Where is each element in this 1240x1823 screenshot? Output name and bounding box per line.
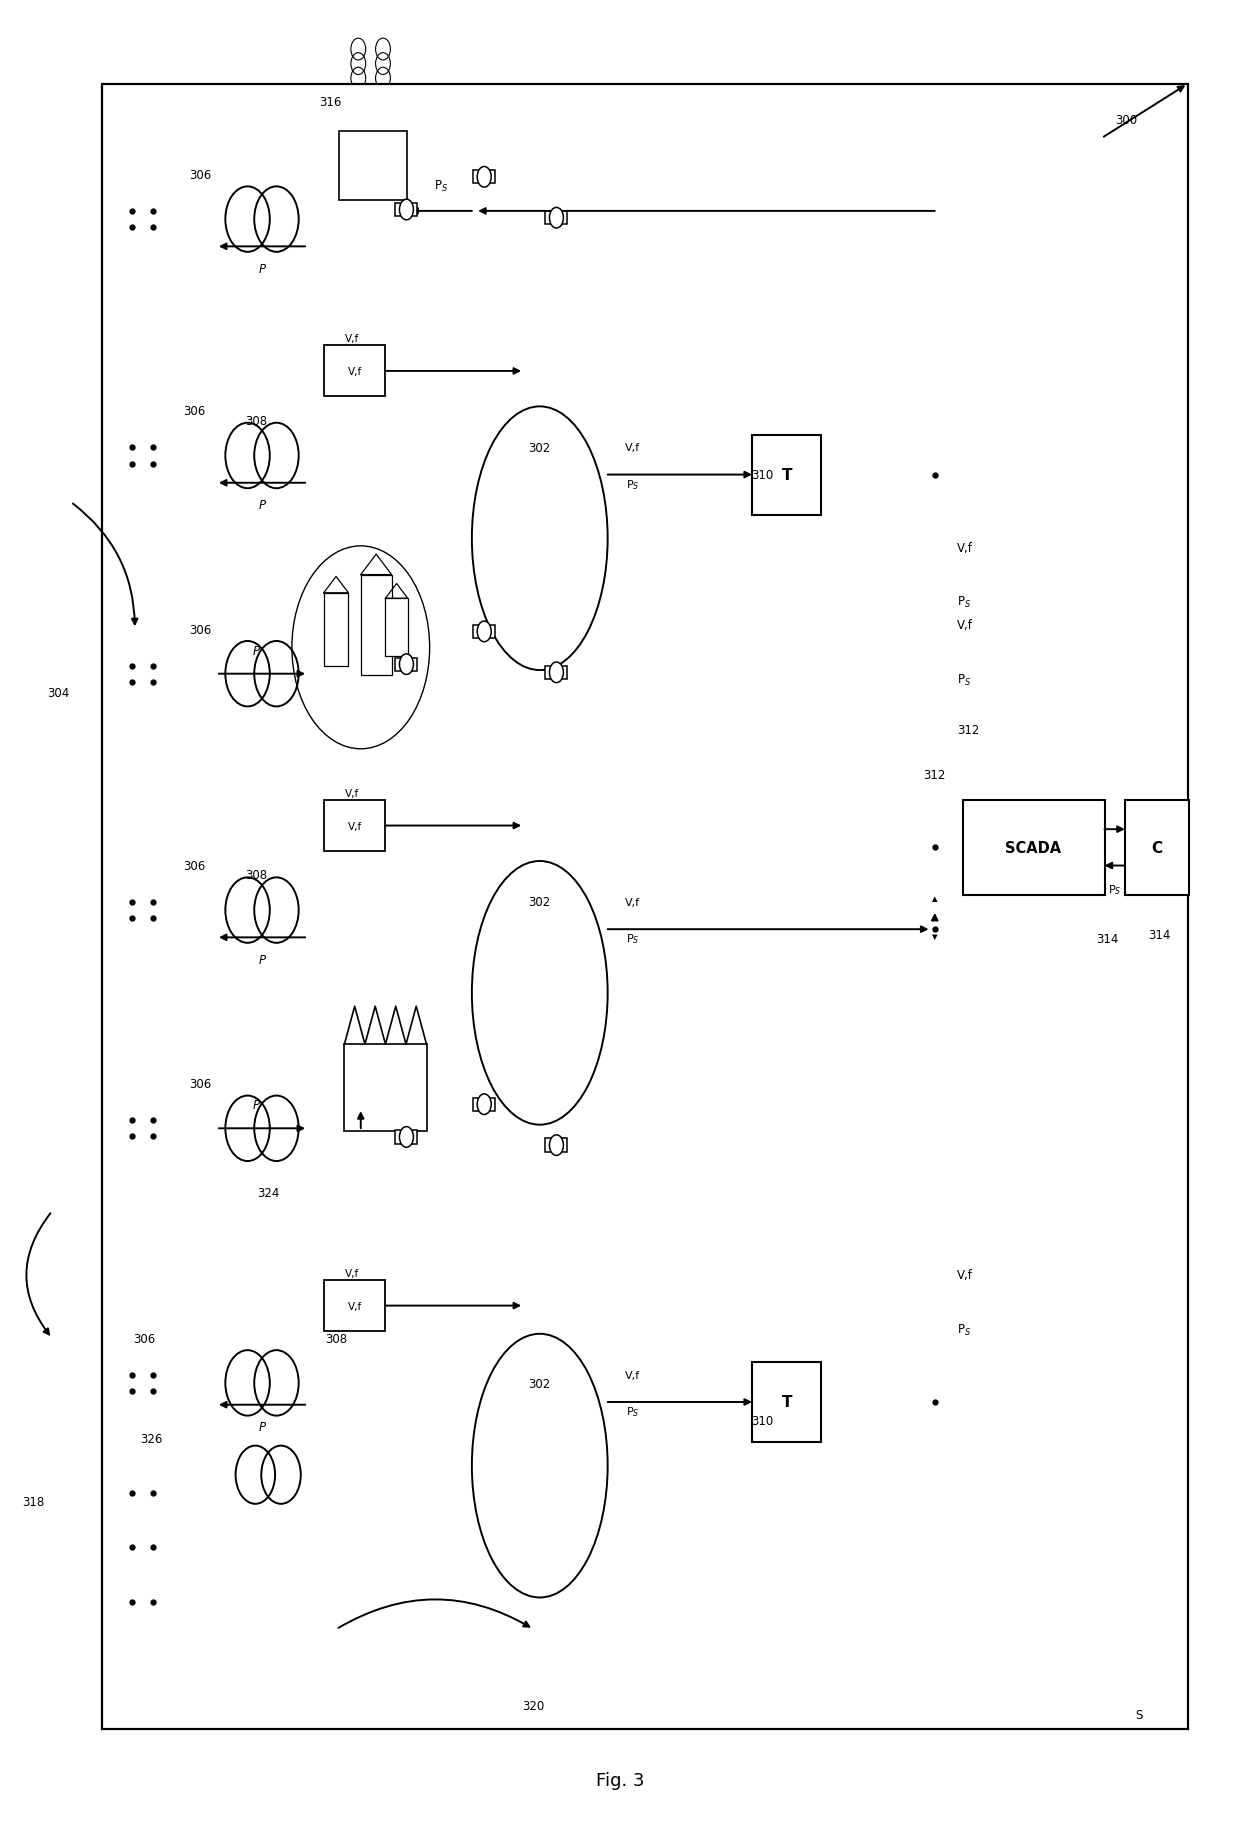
Text: 306: 306 [190,170,211,182]
Text: V,f: V,f [347,820,362,831]
Bar [546,1139,568,1152]
Text: 324: 324 [257,1187,279,1200]
Text: P$_S$: P$_S$ [626,478,639,490]
Text: 312: 312 [924,769,946,782]
Text: P$_S$: P$_S$ [957,673,971,687]
Text: 302: 302 [528,1378,551,1391]
Text: V,f: V,f [347,1302,362,1311]
Text: 326: 326 [140,1433,162,1446]
Text: 308: 308 [325,1333,347,1345]
Bar [345,1045,427,1130]
Bar [474,171,495,184]
Bar [361,576,392,675]
Bar [546,211,568,226]
Text: V,f: V,f [345,334,360,345]
Text: 312: 312 [957,724,980,736]
Text: T: T [781,469,792,483]
Text: P$_S$: P$_S$ [957,1322,971,1336]
Text: SCADA: SCADA [1006,840,1061,855]
Text: 306: 306 [190,623,211,636]
Bar [1125,800,1189,895]
Bar [324,1280,386,1331]
Circle shape [399,1127,413,1148]
Bar [962,800,1105,895]
Text: 314: 314 [1096,932,1118,946]
Text: V,f: V,f [957,1269,973,1282]
Text: V,f: V,f [345,788,360,798]
Text: P$_S$: P$_S$ [1109,882,1121,897]
Bar [474,1097,495,1112]
Text: P: P [258,953,265,966]
Text: V,f: V,f [345,1269,360,1278]
Text: C: C [1152,840,1163,855]
Bar [324,594,348,665]
Text: 306: 306 [134,1333,156,1345]
Text: P$_S$: P$_S$ [957,594,971,611]
Text: P: P [258,263,265,275]
Text: 310: 310 [751,469,773,481]
Bar [753,1362,821,1442]
Circle shape [477,1094,491,1116]
Text: 302: 302 [528,441,551,454]
Text: P$_S$: P$_S$ [434,179,448,193]
Text: P$_S$: P$_S$ [626,932,639,946]
Text: V,f: V,f [625,1369,640,1380]
Circle shape [399,201,413,221]
Text: 316: 316 [319,97,341,109]
Text: Fig. 3: Fig. 3 [595,1772,645,1788]
Text: V,f: V,f [957,618,973,633]
Text: 310: 310 [751,1415,773,1427]
Text: 306: 306 [184,860,206,873]
Bar [340,131,407,201]
Text: 308: 308 [244,868,267,882]
Text: P: P [258,1420,265,1433]
Text: 314: 314 [1148,928,1171,942]
Bar [546,667,568,680]
Text: P: P [252,644,259,658]
Text: V,f: V,f [347,366,362,377]
Text: P: P [252,1099,259,1112]
Text: V,f: V,f [625,897,640,908]
Text: 318: 318 [22,1495,45,1509]
Text: V,f: V,f [625,443,640,454]
Text: 304: 304 [47,687,69,700]
Text: 302: 302 [528,895,551,910]
Bar [386,600,408,656]
Text: T: T [781,1395,792,1409]
Bar [396,658,418,671]
Text: V,f: V,f [957,541,973,554]
Text: 306: 306 [184,405,206,417]
Text: 308: 308 [244,414,267,427]
Bar [324,800,386,851]
Bar [102,84,1188,1730]
Circle shape [549,1136,563,1156]
Circle shape [477,168,491,188]
Bar [396,204,418,217]
Bar [753,436,821,516]
Bar [474,625,495,638]
Bar [324,346,386,397]
Circle shape [477,622,491,642]
Text: 306: 306 [190,1077,211,1090]
Circle shape [549,208,563,230]
Text: 320: 320 [522,1699,544,1712]
Circle shape [549,662,563,684]
Bar [396,1130,418,1145]
Circle shape [399,654,413,675]
Text: P$_S$: P$_S$ [626,1404,639,1418]
Text: 300: 300 [1115,115,1137,128]
Text: P: P [258,500,265,512]
Text: S: S [1135,1708,1142,1721]
